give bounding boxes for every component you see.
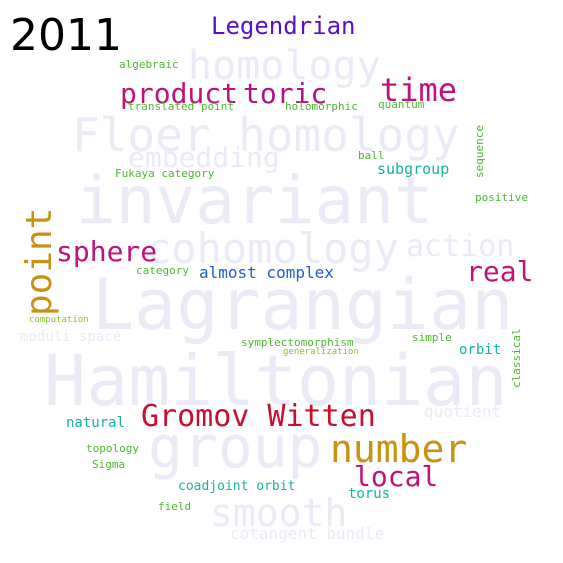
bg-word-cotangent-bundle: cotangent bundle <box>230 524 385 543</box>
word-orbit: orbit <box>459 342 502 358</box>
word-computation: computation <box>29 315 89 325</box>
word-time: time <box>380 71 458 109</box>
word-point: point <box>19 207 60 316</box>
word-natural: natural <box>66 415 126 431</box>
word-positive: positive <box>475 191 528 204</box>
bg-word-cohomology: cohomology <box>146 224 399 273</box>
word-sigma: Sigma <box>92 458 126 471</box>
bg-word-floer-homology: Floer homology <box>72 108 460 162</box>
bg-word-smooth: smooth <box>210 491 348 535</box>
word-torus: torus <box>348 486 391 502</box>
word-ball: ball <box>358 149 385 162</box>
word-fukaya-category: Fukaya category <box>115 167 215 180</box>
word-holomorphic: holomorphic <box>285 100 358 113</box>
bg-word-hamiltonian: Hamiltonian <box>44 340 508 422</box>
bg-word-homology: homology <box>188 43 381 89</box>
word-product: product <box>120 77 239 110</box>
word-toric: toric <box>243 77 328 110</box>
word-simple: simple <box>412 331 452 344</box>
word-translated-point: translated point <box>128 100 234 113</box>
bg-word-quotient: quotient <box>424 402 502 421</box>
bg-word-lagrangian: Lagrangian <box>92 264 514 346</box>
bg-word-group: group <box>148 413 323 481</box>
word-real: real <box>466 255 534 288</box>
word-sequence: sequence <box>473 125 486 178</box>
word-local: local <box>354 460 439 493</box>
word-number: number <box>330 427 468 471</box>
word-field: field <box>158 500 192 513</box>
word-subgroup: subgroup <box>377 160 450 178</box>
word-gromov-witten: Gromov Witten <box>141 399 376 434</box>
bg-word-embedding: embedding <box>128 141 280 174</box>
word-symplectomorphism: symplectomorphism <box>241 336 354 349</box>
bg-word-invariant: invariant <box>76 162 434 239</box>
word-legendrian: Legendrian <box>211 12 356 40</box>
word-almost-complex: almost complex <box>199 263 334 282</box>
year-title: 2011 <box>10 10 122 61</box>
bg-word-action: action <box>406 229 515 264</box>
word-algebraic: algebraic <box>119 58 179 71</box>
word-topology: topology <box>86 442 139 455</box>
bg-word-moduli-space: moduli space <box>20 329 122 345</box>
word-quantum: quantum <box>378 98 425 111</box>
word-coadjoint-orbit: coadjoint orbit <box>178 479 296 494</box>
word-sphere: sphere <box>56 235 158 268</box>
word-generalization: generalization <box>283 347 359 357</box>
word-classical: classical <box>510 328 523 388</box>
word-category: category <box>136 264 189 277</box>
